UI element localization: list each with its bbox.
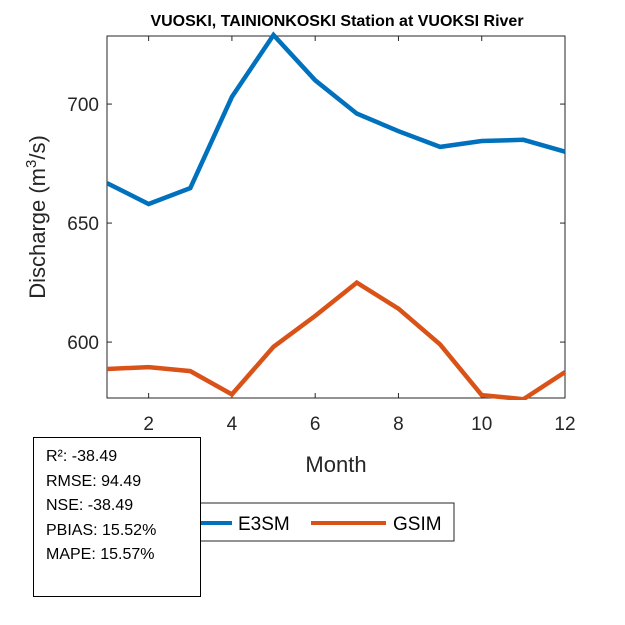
legend-label-gsim: GSIM [393,514,442,535]
x-axis-ticks: 2 4 6 8 10 12 [143,36,576,435]
y-tick-label: 700 [67,95,99,116]
series-group [107,31,566,400]
plot-area [106,35,566,399]
y-axis-label: Discharge (m3/s) [23,135,50,299]
chart-title: VUOSKI, TAINIONKOSKI Station at VUOKSI R… [150,13,523,30]
stats-box: R²: -38.49 RMSE: 94.49 NSE: -38.49 PBIAS… [33,437,201,597]
y-tick-label: 600 [67,333,99,354]
legend: E3SM GSIM [189,502,455,542]
x-tick-label: 2 [143,414,154,435]
y-tick-label: 650 [67,214,99,235]
stat-pbias: PBIAS: 15.52% [46,521,157,539]
y-axis-ticks: 600 650 700 [67,95,565,354]
x-tick-label: 4 [227,414,238,435]
stat-rmse: RMSE: 94.49 [46,472,142,490]
series-line-e3sm [107,31,566,207]
x-tick-label: 8 [393,414,404,435]
legend-label-e3sm: E3SM [238,514,290,535]
y-axis-label-superscript: 3 [23,160,40,168]
series-line-gsim [107,279,566,400]
stat-r2: R²: -38.49 [46,448,118,465]
y-axis-label-main: Discharge (m [25,168,50,299]
x-tick-label: 12 [554,414,575,435]
y-axis-label-unit: /s) [25,135,50,159]
x-tick-label: 6 [310,414,321,435]
stat-nse: NSE: -38.49 [46,497,134,514]
stat-mape: MAPE: 15.57% [46,546,155,563]
x-tick-label: 10 [471,414,492,435]
x-axis-label: Month [305,452,366,477]
